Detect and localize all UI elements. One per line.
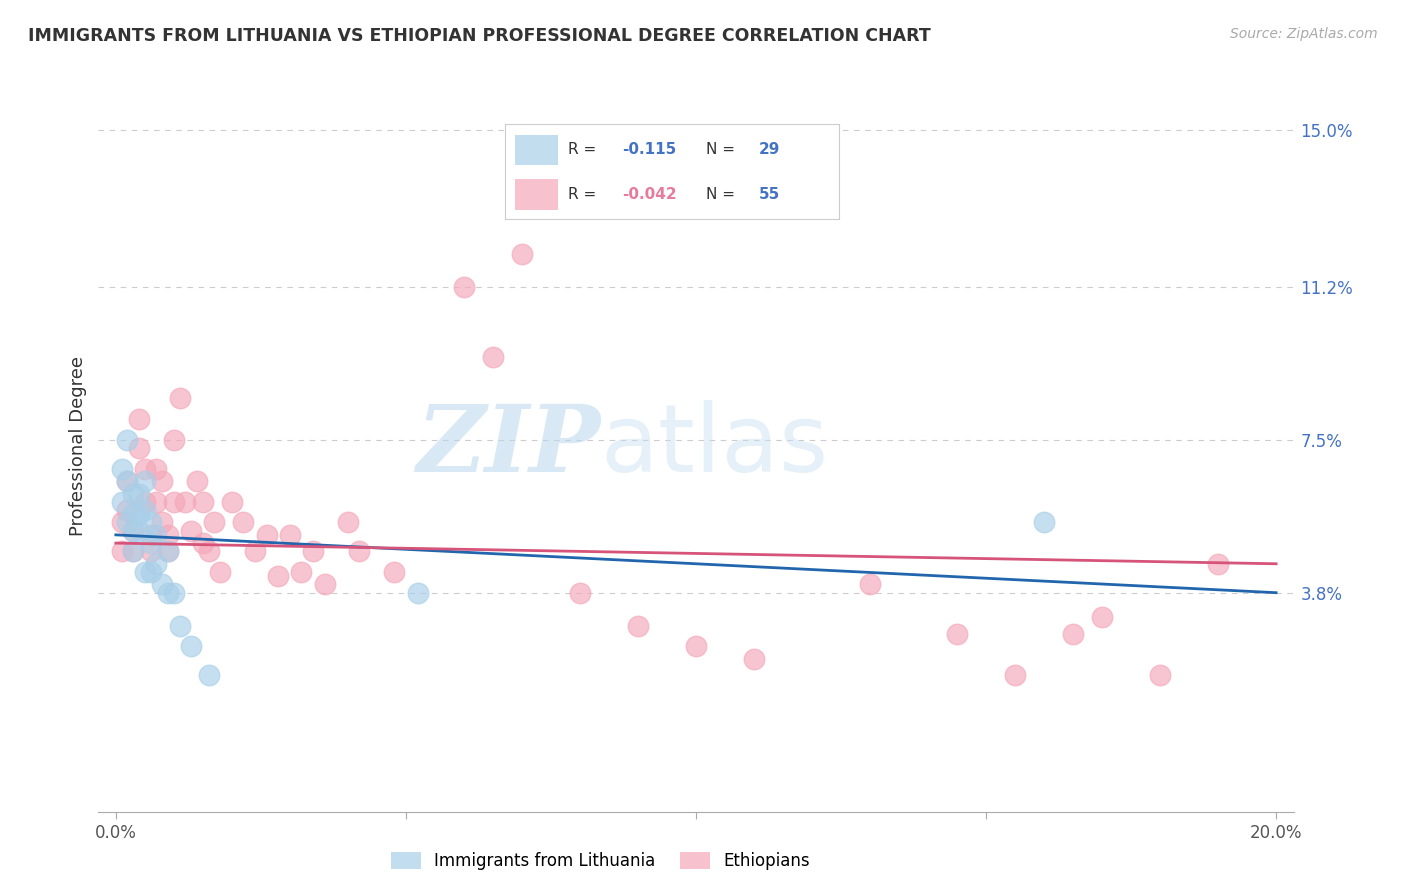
Point	[243, 544, 266, 558]
Point	[685, 640, 707, 654]
Point	[174, 495, 197, 509]
Point	[117, 433, 139, 447]
Point	[453, 280, 475, 294]
Legend: Immigrants from Lithuania, Ethiopians: Immigrants from Lithuania, Ethiopians	[384, 845, 817, 877]
Point	[180, 640, 202, 654]
Point	[209, 565, 232, 579]
Point	[406, 585, 429, 599]
Point	[122, 524, 145, 538]
Point	[267, 569, 290, 583]
Point	[627, 619, 650, 633]
Point	[163, 585, 186, 599]
Point	[256, 528, 278, 542]
Point	[139, 565, 162, 579]
Point	[111, 461, 134, 475]
Text: atlas: atlas	[600, 400, 828, 492]
Point	[568, 585, 591, 599]
Point	[128, 441, 150, 455]
Point	[180, 524, 202, 538]
Point	[145, 557, 167, 571]
Point	[128, 412, 150, 426]
Point	[197, 668, 219, 682]
Point	[128, 524, 150, 538]
Point	[169, 619, 191, 633]
Point	[1206, 557, 1229, 571]
Point	[111, 544, 134, 558]
Point	[191, 536, 214, 550]
Point	[278, 528, 301, 542]
Point	[157, 585, 180, 599]
Point	[134, 565, 156, 579]
Point	[482, 350, 505, 364]
Point	[128, 486, 150, 500]
Point	[122, 507, 145, 521]
Point	[1062, 627, 1084, 641]
Point	[117, 474, 139, 488]
Point	[510, 247, 533, 261]
Point	[117, 503, 139, 517]
Point	[117, 516, 139, 530]
Point	[150, 474, 173, 488]
Point	[197, 544, 219, 558]
Point	[204, 516, 226, 530]
Point	[134, 474, 156, 488]
Y-axis label: Professional Degree: Professional Degree	[69, 356, 87, 536]
Point	[117, 474, 139, 488]
Point	[232, 516, 254, 530]
Point	[191, 495, 214, 509]
Point	[145, 461, 167, 475]
Point	[122, 486, 145, 500]
Point	[336, 516, 359, 530]
Point	[1033, 516, 1056, 530]
Point	[314, 577, 336, 591]
Point	[111, 516, 134, 530]
Point	[122, 524, 145, 538]
Point	[1004, 668, 1026, 682]
Point	[139, 536, 162, 550]
Point	[122, 544, 145, 558]
Point	[111, 495, 134, 509]
Point	[859, 577, 882, 591]
Point	[122, 544, 145, 558]
Point	[150, 516, 173, 530]
Point	[221, 495, 243, 509]
Point	[157, 544, 180, 558]
Point	[139, 528, 162, 542]
Point	[145, 495, 167, 509]
Point	[1149, 668, 1171, 682]
Point	[290, 565, 312, 579]
Point	[169, 392, 191, 406]
Point	[1091, 610, 1114, 624]
Point	[139, 544, 162, 558]
Point	[145, 528, 167, 542]
Text: Source: ZipAtlas.com: Source: ZipAtlas.com	[1230, 27, 1378, 41]
Point	[134, 461, 156, 475]
Text: IMMIGRANTS FROM LITHUANIA VS ETHIOPIAN PROFESSIONAL DEGREE CORRELATION CHART: IMMIGRANTS FROM LITHUANIA VS ETHIOPIAN P…	[28, 27, 931, 45]
Point	[382, 565, 405, 579]
Point	[150, 577, 173, 591]
Point	[163, 495, 186, 509]
Point	[139, 516, 162, 530]
Text: ZIP: ZIP	[416, 401, 600, 491]
Point	[163, 433, 186, 447]
Point	[134, 495, 156, 509]
Point	[186, 474, 208, 488]
Point	[302, 544, 325, 558]
Point	[946, 627, 969, 641]
Point	[742, 652, 765, 666]
Point	[157, 528, 180, 542]
Point	[134, 503, 156, 517]
Point	[157, 544, 180, 558]
Point	[349, 544, 371, 558]
Point	[128, 507, 150, 521]
